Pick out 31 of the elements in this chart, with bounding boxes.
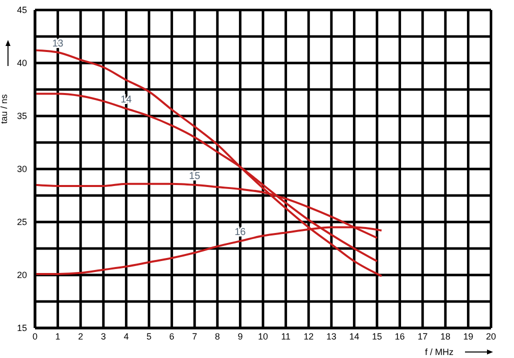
x-tick-label: 16 (394, 331, 405, 342)
line-series (35, 49, 383, 278)
x-tick-label: 17 (418, 331, 428, 342)
x-tick-label: 20 (486, 331, 496, 342)
x-tick-label: 15 (372, 331, 382, 342)
y-tick-label: 15 (16, 323, 27, 334)
y-tick-label: 45 (16, 5, 27, 16)
y-tick-label: 40 (16, 58, 27, 68)
x-tick-label: 2 (78, 331, 84, 342)
y-tick-label: 20 (16, 270, 27, 280)
x-tick-label: 9 (238, 331, 243, 342)
x-tick-label: 4 (124, 331, 129, 342)
y-tick-label: 35 (16, 111, 27, 122)
y-tick-label: 30 (16, 164, 27, 174)
x-tick-label: 3 (100, 331, 106, 342)
x-tick-label: 5 (146, 331, 152, 342)
x-tick-label: 8 (214, 331, 220, 342)
y-axis-title: tau / ns (0, 94, 10, 124)
x-tick-label: 6 (169, 331, 174, 342)
x-axis-title: f / MHz (425, 347, 454, 357)
x-tick-label: 19 (463, 331, 474, 342)
x-tick-label: 1 (55, 331, 60, 342)
x-tick-label: 14 (349, 331, 360, 342)
x-tick-label: 18 (440, 331, 450, 342)
x-tick-label: 12 (304, 331, 314, 342)
x-tick-label: 0 (32, 331, 38, 342)
x-tick-label: 7 (192, 331, 198, 342)
y-tick-label: 25 (16, 217, 27, 228)
x-tick-label: 11 (281, 331, 290, 342)
x-tick-label: 13 (326, 331, 336, 342)
x-tick-label: 10 (258, 331, 268, 342)
